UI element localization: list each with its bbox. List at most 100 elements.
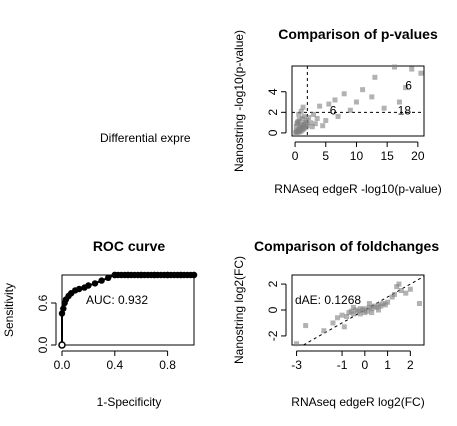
roc-curve	[58, 271, 198, 349]
pvalues-point	[310, 111, 316, 117]
pvalues-point	[309, 124, 315, 130]
foldchanges-point	[362, 306, 368, 312]
foldchanges-point	[355, 308, 361, 314]
pvalues-point	[418, 70, 424, 76]
pvalues-point	[353, 99, 359, 105]
foldchanges-point	[321, 328, 327, 334]
pvalues-ylabel: Nanostring -log10(p-value)	[232, 30, 246, 172]
foldchanges-points	[294, 281, 422, 347]
pvalues-x-tick-label: 10	[350, 149, 364, 163]
pvalues-annotation: 6	[405, 79, 412, 93]
pvalues-x-axis: 0 5 10 15 20	[292, 141, 425, 163]
foldchanges-ylabel: Nanostring log2(FC)	[232, 256, 246, 364]
foldchanges-x-tick-label: -1	[337, 358, 348, 372]
foldchanges-x-axis: -3 -1 0 1 2	[291, 350, 414, 372]
pvalues-point	[381, 105, 387, 111]
foldchanges-y-tick-label: 2	[266, 280, 280, 287]
pvalues-annotation: 6	[330, 103, 337, 117]
foldchanges-y-axis: -2 0 2	[266, 280, 287, 341]
pvalues-points	[293, 64, 424, 135]
roc-origin-marker	[58, 341, 66, 349]
pvalues-x-tick-label: 20	[411, 149, 425, 163]
roc-x-tick-label: 0.8	[159, 358, 176, 372]
roc-curve-point	[58, 310, 66, 317]
foldchanges-point	[303, 323, 309, 329]
pvalues-point	[314, 116, 320, 121]
foldchanges-point	[366, 301, 372, 307]
foldchanges-point	[369, 306, 375, 312]
pvalues-point	[323, 118, 329, 124]
foldchanges-point	[389, 294, 395, 300]
roc-x-tick-label: 0.0	[54, 358, 71, 372]
pvalues-point	[293, 124, 299, 130]
foldchanges-point	[398, 288, 404, 294]
roc-curve-point	[190, 271, 198, 279]
differential-expression-label: Differential expre	[100, 131, 191, 145]
pvalues-point	[295, 120, 301, 126]
foldchanges-point	[416, 301, 422, 307]
pvalues-y-axis: 0 2 4	[266, 88, 287, 136]
pvalues-point	[332, 97, 338, 103]
roc-panel: ROC curve 0.0 0.4 0.8 0.0 0.6 AUC: 0.932 1-…	[2, 238, 198, 409]
pvalues-point	[306, 114, 312, 120]
pvalues-y-tick-label: 2	[266, 109, 280, 116]
foldchanges-point	[403, 290, 409, 296]
foldchanges-point	[373, 304, 379, 310]
foldchanges-point	[375, 307, 381, 313]
pvalues-point	[369, 94, 375, 100]
roc-curve-point	[85, 282, 92, 289]
pvalues-point	[396, 99, 402, 105]
pvalues-point	[372, 74, 378, 80]
pvalues-point	[298, 122, 304, 128]
pvalues-plot-frame	[291, 65, 425, 137]
pvalues-point	[301, 113, 307, 119]
foldchanges-point	[407, 286, 413, 292]
pvalues-point	[298, 108, 304, 114]
pvalues-point	[326, 101, 332, 107]
foldchanges-title: Comparison of foldchanges	[254, 238, 439, 254]
pvalues-point	[312, 121, 318, 127]
roc-ylabel: Sensitivity	[2, 283, 16, 337]
roc-x-axis: 0.0 0.4 0.8	[54, 350, 176, 372]
pvalues-x-tick-label: 5	[322, 149, 329, 163]
roc-xlabel: 1-Specificity	[97, 395, 162, 409]
foldchanges-point	[378, 303, 384, 309]
pvalues-point	[296, 117, 302, 123]
foldchanges-dae-label: dAE: 0.1268	[295, 293, 361, 307]
foldchanges-point	[335, 315, 341, 321]
pvalues-title: Comparison of p-values	[278, 26, 438, 42]
pvalues-point	[341, 91, 347, 97]
pvalues-point	[307, 120, 313, 126]
pvalues-x-tick-label: 0	[292, 149, 299, 163]
foldchanges-point	[385, 299, 391, 305]
pvalues-point	[347, 107, 353, 113]
foldchanges-point	[391, 291, 397, 297]
pvalues-y-tick-label: 4	[266, 88, 280, 95]
foldchanges-point	[339, 312, 345, 318]
roc-y-axis: 0.0 0.6	[36, 294, 57, 353]
roc-y-tick-label: 0.0	[36, 336, 50, 353]
pvalues-point	[304, 123, 310, 129]
pvalues-xlabel: RNAseq edgeR -log10(p-value)	[274, 182, 441, 196]
foldchanges-xlabel: RNAseq edgeR log2(FC)	[291, 395, 424, 409]
roc-curve-point	[75, 285, 83, 293]
foldchanges-point	[294, 341, 300, 347]
roc-auc-label: AUC: 0.932	[86, 293, 148, 307]
pvalues-point	[392, 64, 398, 70]
pvalues-point	[403, 85, 409, 91]
pvalues-reference-lines	[292, 66, 424, 136]
roc-curve-point	[91, 280, 99, 287]
foldchanges-point	[362, 310, 368, 316]
foldchanges-point	[348, 308, 354, 314]
foldchanges-x-tick-label: 0	[361, 358, 368, 372]
roc-title: ROC curve	[93, 238, 166, 254]
foldchanges-y-tick-label: -2	[266, 330, 280, 341]
roc-curve-point	[98, 277, 105, 284]
foldchanges-y-tick-label: 0	[266, 306, 280, 313]
roc-curve-point	[105, 274, 112, 281]
foldchanges-plot-frame	[291, 274, 425, 346]
pvalues-point	[300, 104, 306, 110]
foldchanges-point	[394, 284, 400, 290]
foldchanges-point	[344, 313, 350, 319]
